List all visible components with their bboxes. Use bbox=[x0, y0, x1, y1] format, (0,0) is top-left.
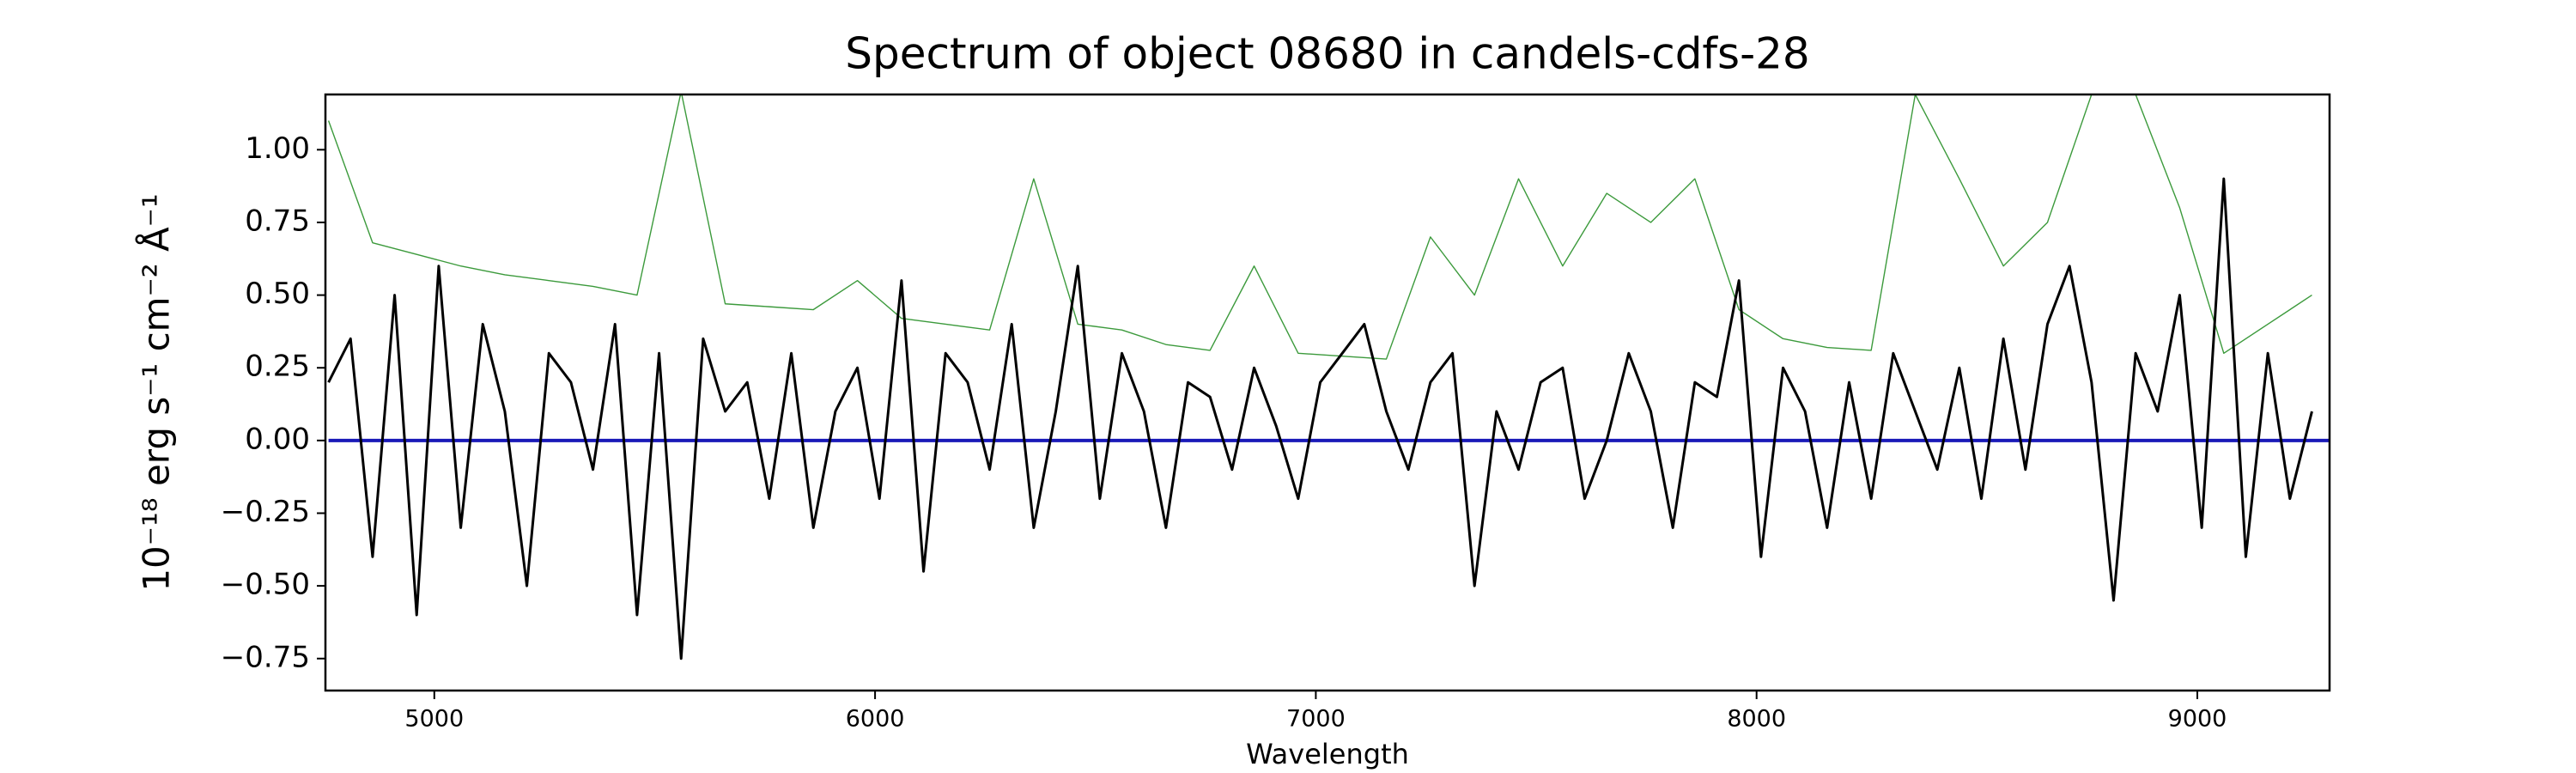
spectrum-line bbox=[327, 177, 2313, 660]
y-tick-label: −0.50 bbox=[221, 568, 310, 602]
y-tick-label: 0.75 bbox=[245, 204, 310, 238]
chart-title: Spectrum of object 08680 in candels-cdfs… bbox=[845, 29, 1810, 79]
x-axis-label: Wavelength bbox=[1246, 738, 1409, 770]
y-tick-label: 1.00 bbox=[245, 131, 310, 166]
x-tick-label: 6000 bbox=[846, 706, 905, 733]
x-tick-label: 9000 bbox=[2168, 706, 2227, 733]
y-tick-label: 0.00 bbox=[245, 422, 310, 456]
spectrum-line bbox=[327, 94, 2312, 360]
y-tick-label: −0.75 bbox=[221, 640, 310, 674]
x-tick-label: 5000 bbox=[404, 706, 464, 733]
plot-lines bbox=[327, 94, 2330, 660]
x-tick-label: 7000 bbox=[1286, 706, 1346, 733]
y-tick-label: 0.25 bbox=[245, 350, 310, 384]
y-axis-label: 10⁻¹⁸ erg s⁻¹ cm⁻² Å⁻¹ bbox=[135, 193, 178, 591]
y-tick-label: 0.50 bbox=[245, 277, 310, 311]
x-tick-label: 8000 bbox=[1727, 706, 1786, 733]
plot-frame bbox=[324, 93, 2331, 692]
y-tick-label: −0.25 bbox=[221, 495, 310, 529]
